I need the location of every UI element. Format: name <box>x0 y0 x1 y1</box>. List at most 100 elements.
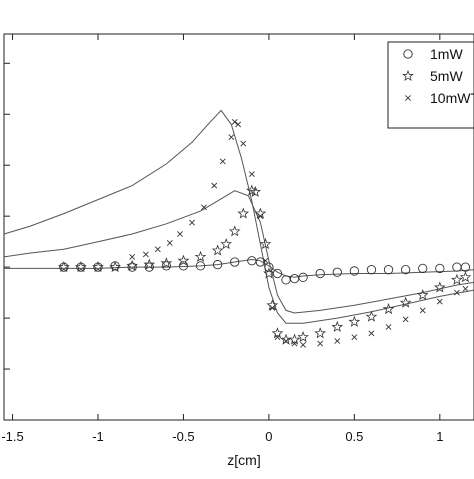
x-tick-label: 0 <box>265 429 272 444</box>
data-point-x <box>201 204 207 211</box>
data-point-star <box>331 320 344 332</box>
data-point-x <box>453 289 460 296</box>
data-point-x <box>385 324 392 330</box>
data-point-circle <box>230 257 240 267</box>
x-tick-label: 0.5 <box>345 429 363 444</box>
data-point-star <box>382 303 395 315</box>
data-point-x <box>291 340 298 347</box>
x-tick-label: -1.5 <box>1 429 23 444</box>
legend-marker-x <box>405 95 411 101</box>
legend-label: 5mW <box>430 68 463 84</box>
data-point-circle <box>195 261 206 271</box>
data-point-x <box>274 334 281 341</box>
data-point-star <box>92 260 104 273</box>
data-point-star <box>249 185 262 197</box>
fit-curve-x <box>3 109 474 324</box>
data-point-star <box>263 267 275 279</box>
data-point-star <box>160 257 173 269</box>
x-tick-label: 1 <box>436 429 443 444</box>
data-point-x <box>436 298 443 305</box>
legend-marker-star <box>402 69 414 81</box>
data-point-circle <box>298 272 308 282</box>
data-point-x <box>211 182 218 189</box>
data-point-circle <box>366 265 377 275</box>
data-point-star <box>399 296 412 308</box>
x-axis: -1.5 -1 -0.5 0 0.5 1 <box>1 34 443 444</box>
data-point-x <box>283 338 289 344</box>
data-point-circle <box>212 259 223 270</box>
legend-marker-circle <box>403 49 413 59</box>
data-point-x <box>402 316 409 323</box>
data-point-star <box>451 273 463 285</box>
data-point-star <box>259 238 272 250</box>
data-point-circle <box>272 268 283 279</box>
data-markers <box>57 118 472 348</box>
data-point-x <box>368 330 375 337</box>
x-tick-label: -1 <box>92 429 104 444</box>
data-point-circle <box>315 268 325 279</box>
data-point-x <box>177 231 183 237</box>
data-point-circle <box>178 261 189 271</box>
legend-label: 1mW <box>430 46 463 62</box>
data-point-star <box>126 259 139 271</box>
data-point-x <box>240 140 247 147</box>
data-point-star <box>177 254 190 266</box>
data-point-circle <box>349 266 360 276</box>
data-point-star <box>211 244 224 256</box>
x-axis-label: z[cm] <box>227 452 260 468</box>
data-point-star <box>297 331 309 343</box>
data-point-star <box>194 250 207 262</box>
x-tick-label: -0.5 <box>172 429 194 444</box>
data-point-star <box>416 289 429 301</box>
legend: 1mW 5mW 10mWT <box>387 41 474 129</box>
data-point-x <box>248 171 255 178</box>
data-point-star <box>57 260 70 273</box>
data-point-circle <box>247 256 257 266</box>
data-point-circle <box>127 262 137 272</box>
data-point-x <box>317 340 324 347</box>
data-point-x <box>228 134 235 141</box>
data-point-star <box>271 327 284 339</box>
data-point-star <box>365 310 378 322</box>
data-point-x <box>142 251 149 258</box>
legend-label: 10mWT <box>430 90 474 106</box>
data-point-x <box>269 304 276 311</box>
data-point-x <box>462 285 469 292</box>
data-point-x <box>189 219 195 226</box>
data-point-star <box>314 327 327 339</box>
data-point-circle <box>383 265 394 275</box>
data-point-x <box>154 246 161 253</box>
data-point-x <box>334 338 341 344</box>
data-point-x <box>235 121 242 128</box>
fit-curves <box>3 109 474 324</box>
data-point-star <box>75 260 87 273</box>
fit-curve-star <box>3 190 474 314</box>
data-point-star <box>143 258 156 270</box>
data-point-star <box>220 238 233 250</box>
data-point-star <box>288 333 301 345</box>
data-point-circle <box>289 273 300 284</box>
data-point-circle <box>435 263 445 274</box>
data-point-circle <box>281 275 291 285</box>
data-point-star <box>280 333 292 345</box>
data-point-x <box>166 240 173 246</box>
data-point-x <box>351 334 358 341</box>
data-point-x <box>262 257 269 264</box>
legend-box <box>387 41 474 129</box>
plot-area-frame <box>3 33 474 421</box>
data-point-circle <box>452 262 462 272</box>
data-point-x <box>231 118 238 125</box>
data-point-star <box>237 207 250 219</box>
data-point-star <box>459 271 472 283</box>
data-point-circle <box>264 262 274 272</box>
data-point-circle <box>418 263 428 274</box>
data-point-star <box>348 315 361 327</box>
data-point-circle <box>144 262 154 272</box>
data-point-circle <box>400 265 411 275</box>
y-axis <box>4 62 10 370</box>
data-point-star <box>228 225 241 237</box>
data-point-circle <box>332 267 342 277</box>
data-point-x <box>257 213 264 220</box>
